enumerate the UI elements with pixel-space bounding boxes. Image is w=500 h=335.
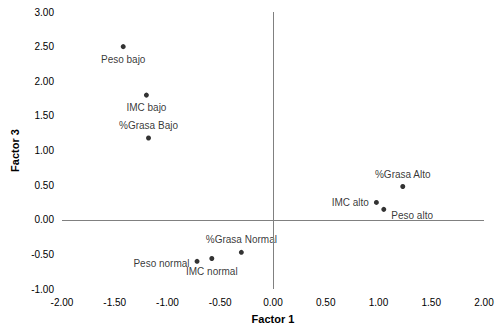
svg-text:Peso alto: Peso alto bbox=[391, 210, 433, 221]
svg-text:0.50: 0.50 bbox=[35, 180, 55, 191]
svg-text:-1.50: -1.50 bbox=[103, 297, 126, 308]
svg-text:-0.50: -0.50 bbox=[31, 249, 54, 260]
svg-text:0.00: 0.00 bbox=[35, 214, 55, 225]
svg-text:0.00: 0.00 bbox=[263, 297, 283, 308]
svg-text:Factor 3: Factor 3 bbox=[9, 129, 21, 172]
svg-text:2.50: 2.50 bbox=[35, 41, 55, 52]
svg-text:Peso normal: Peso normal bbox=[133, 258, 189, 269]
svg-text:IMC bajo: IMC bajo bbox=[126, 102, 166, 113]
svg-text:0.50: 0.50 bbox=[316, 297, 336, 308]
svg-text:3.00: 3.00 bbox=[35, 7, 55, 18]
svg-text:1.50: 1.50 bbox=[35, 110, 55, 121]
svg-text:2.00: 2.00 bbox=[35, 76, 55, 87]
svg-text:Peso bajo: Peso bajo bbox=[101, 54, 146, 65]
svg-text:IMC alto: IMC alto bbox=[332, 197, 370, 208]
svg-text:1.00: 1.00 bbox=[35, 145, 55, 156]
svg-text:Factor 1: Factor 1 bbox=[252, 313, 295, 325]
svg-text:-1.00: -1.00 bbox=[31, 284, 54, 295]
svg-text:1.00: 1.00 bbox=[369, 297, 389, 308]
svg-text:%Grasa Alto: %Grasa Alto bbox=[375, 169, 431, 180]
svg-text:%Grasa Bajo: %Grasa Bajo bbox=[119, 120, 178, 131]
svg-text:%Grasa Normal: %Grasa Normal bbox=[206, 234, 277, 245]
svg-text:2.00: 2.00 bbox=[474, 297, 494, 308]
svg-text:-0.50: -0.50 bbox=[209, 297, 232, 308]
svg-text:-1.00: -1.00 bbox=[156, 297, 179, 308]
svg-text:1.50: 1.50 bbox=[422, 297, 442, 308]
svg-text:IMC normal: IMC normal bbox=[186, 266, 238, 277]
svg-text:-2.00: -2.00 bbox=[51, 297, 74, 308]
